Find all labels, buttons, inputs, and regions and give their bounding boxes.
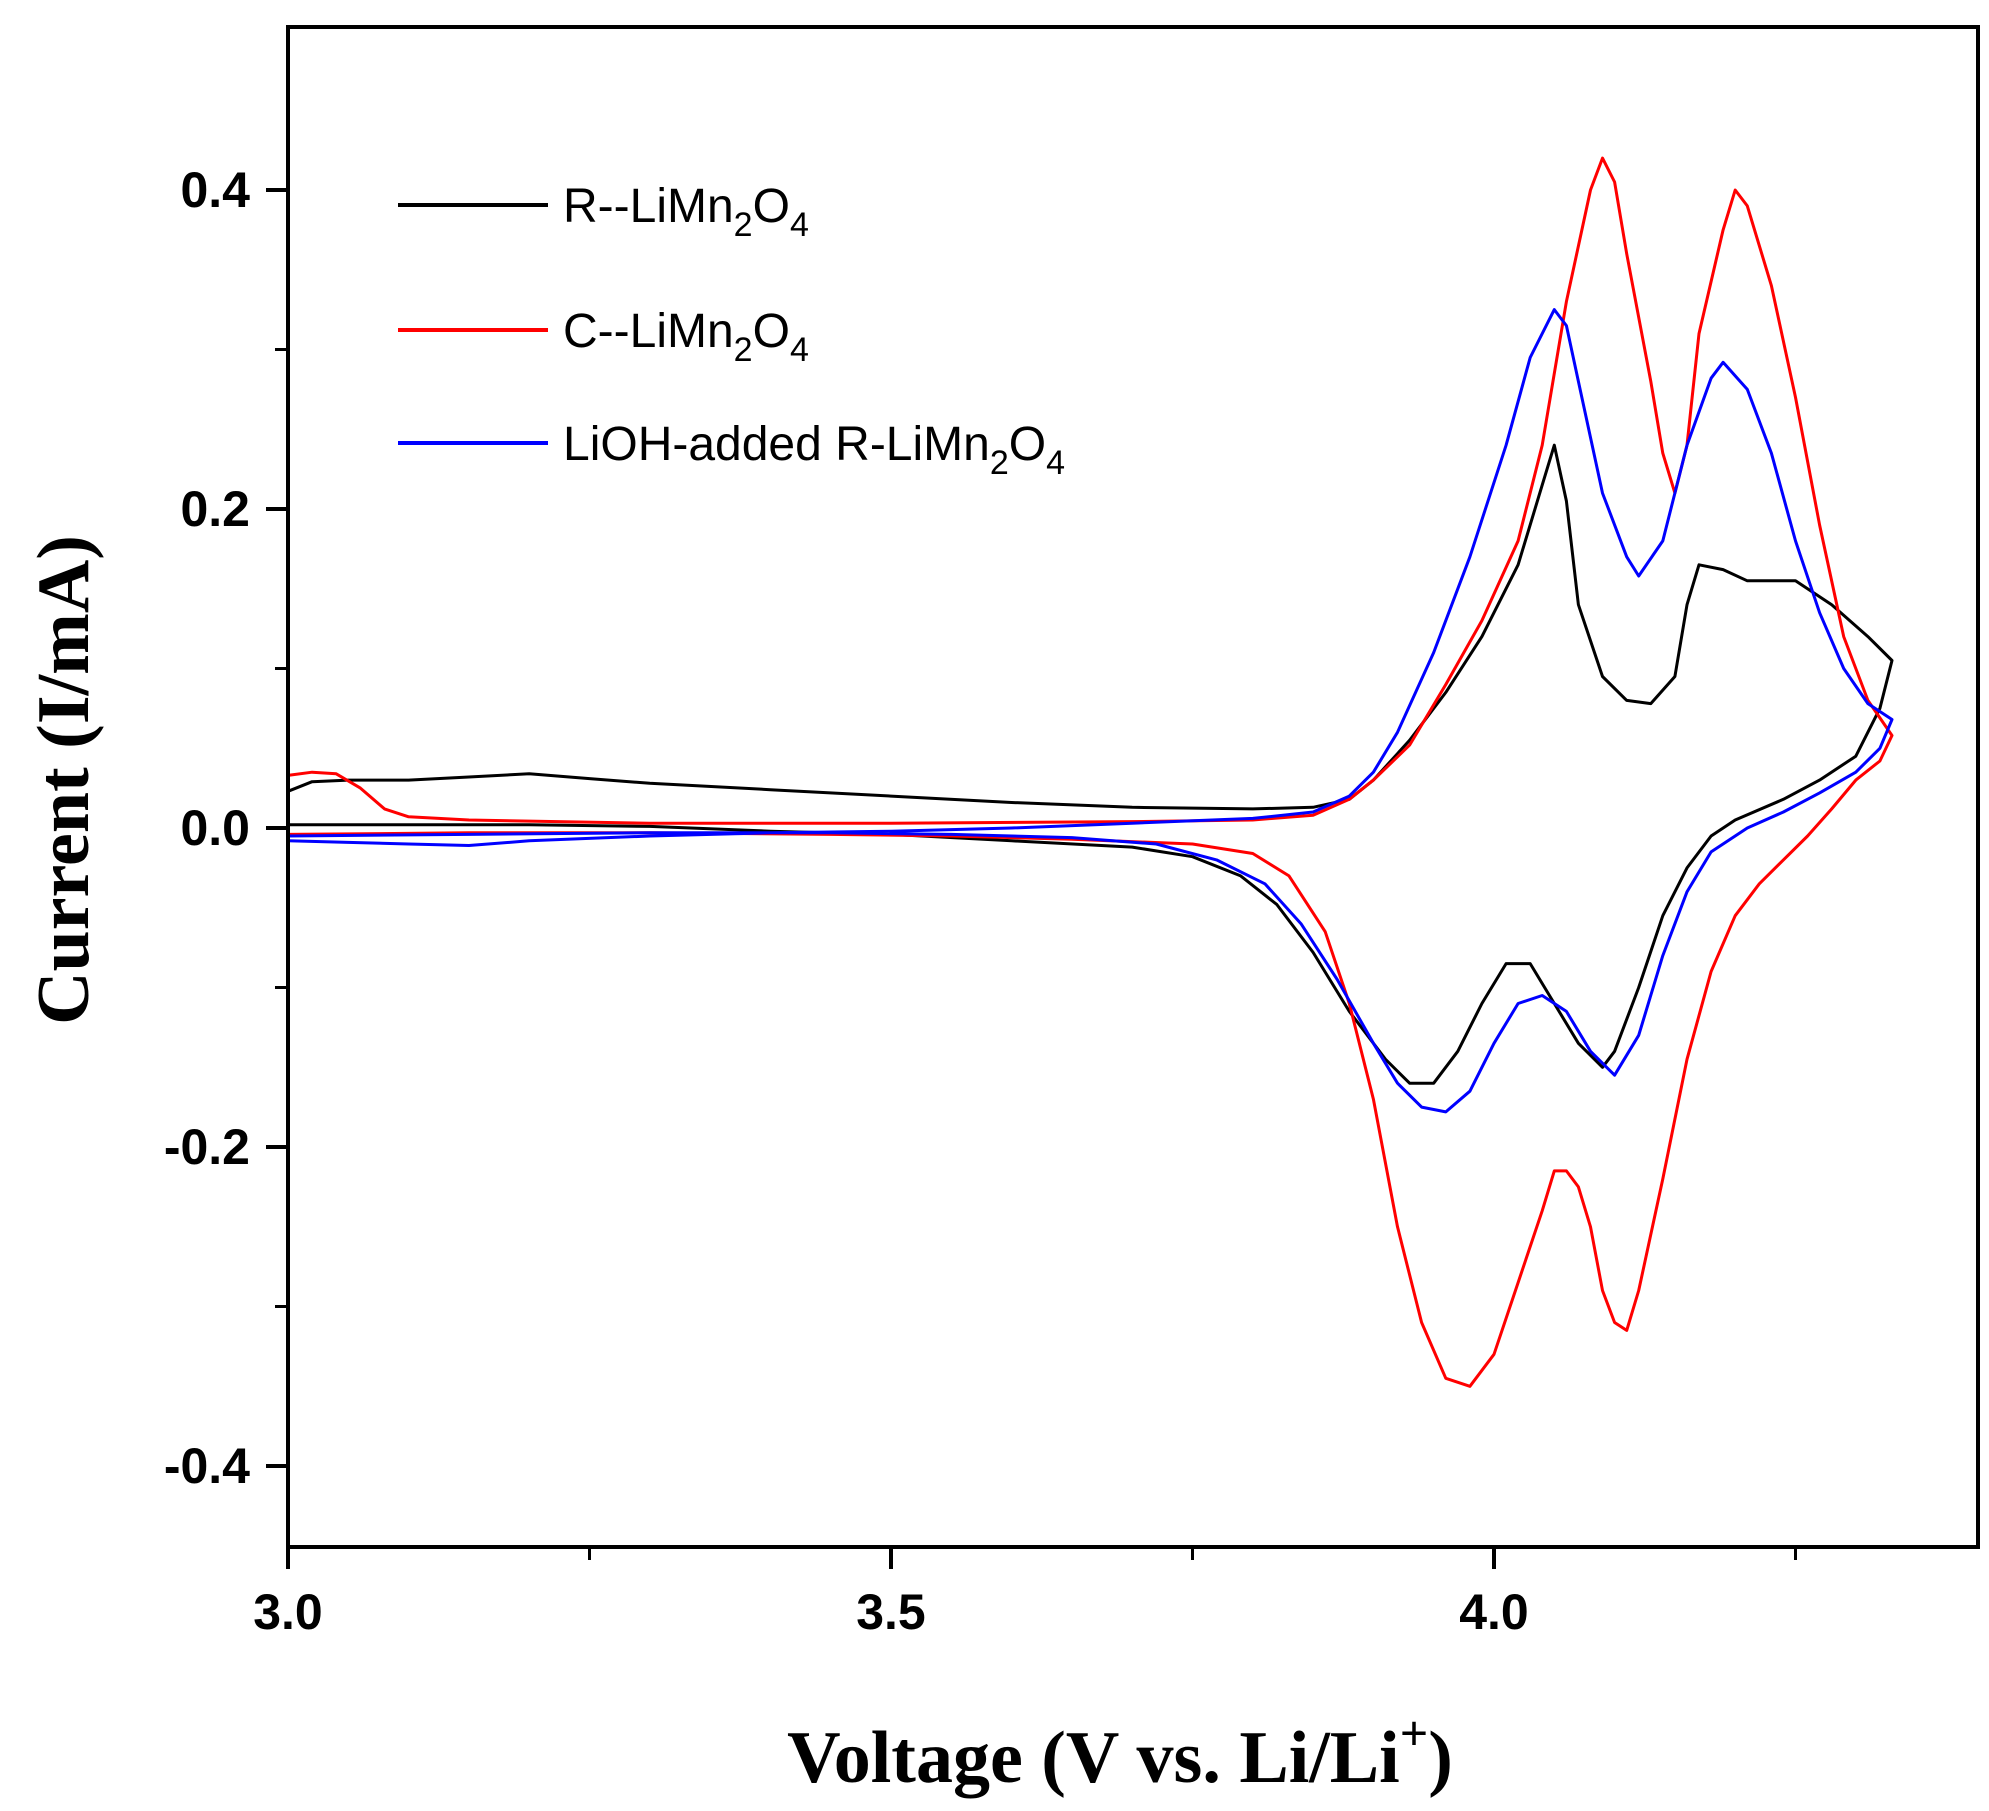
series-line-2 (287, 308, 1894, 1114)
plot-frame (286, 25, 1980, 1549)
x-axis-title-sup: + (1400, 1705, 1429, 1761)
y-tick-label: 0.2 (180, 481, 250, 537)
y-tick-label: 0.4 (180, 162, 250, 218)
y-tick-label: 0.0 (180, 800, 250, 856)
y-axis: -0.4 -0.2 0.0 0.2 0.4 (164, 162, 288, 1494)
x-tick-label: 3.5 (856, 1584, 926, 1640)
x-axis: 3.0 3.5 4.0 (253, 1547, 1797, 1640)
x-tick-label: 3.0 (253, 1584, 323, 1640)
y-tick-label: -0.2 (164, 1119, 250, 1175)
y-tick-label: -0.4 (164, 1438, 250, 1494)
series-line-1 (287, 156, 1894, 1388)
x-axis-title: Voltage (V vs. Li/Li+) (787, 1705, 1453, 1799)
series-layer (287, 156, 1894, 1388)
series-line-0 (287, 443, 1894, 1085)
y-axis-title: Current (I/mA) (23, 535, 105, 1025)
x-tick-label: 4.0 (1459, 1584, 1529, 1640)
x-axis-title-main: Voltage (V vs. Li/Li (787, 1717, 1400, 1799)
legend-label-0: R--LiMn2O4 (563, 180, 809, 244)
legend: R--LiMn2O4 C--LiMn2O4 LiOH-added R-LiMn2O4 (398, 180, 1065, 482)
legend-label-1: C--LiMn2O4 (563, 305, 809, 369)
x-axis-title-end: ) (1428, 1717, 1453, 1799)
legend-label-2: LiOH-added R-LiMn2O4 (563, 418, 1065, 482)
